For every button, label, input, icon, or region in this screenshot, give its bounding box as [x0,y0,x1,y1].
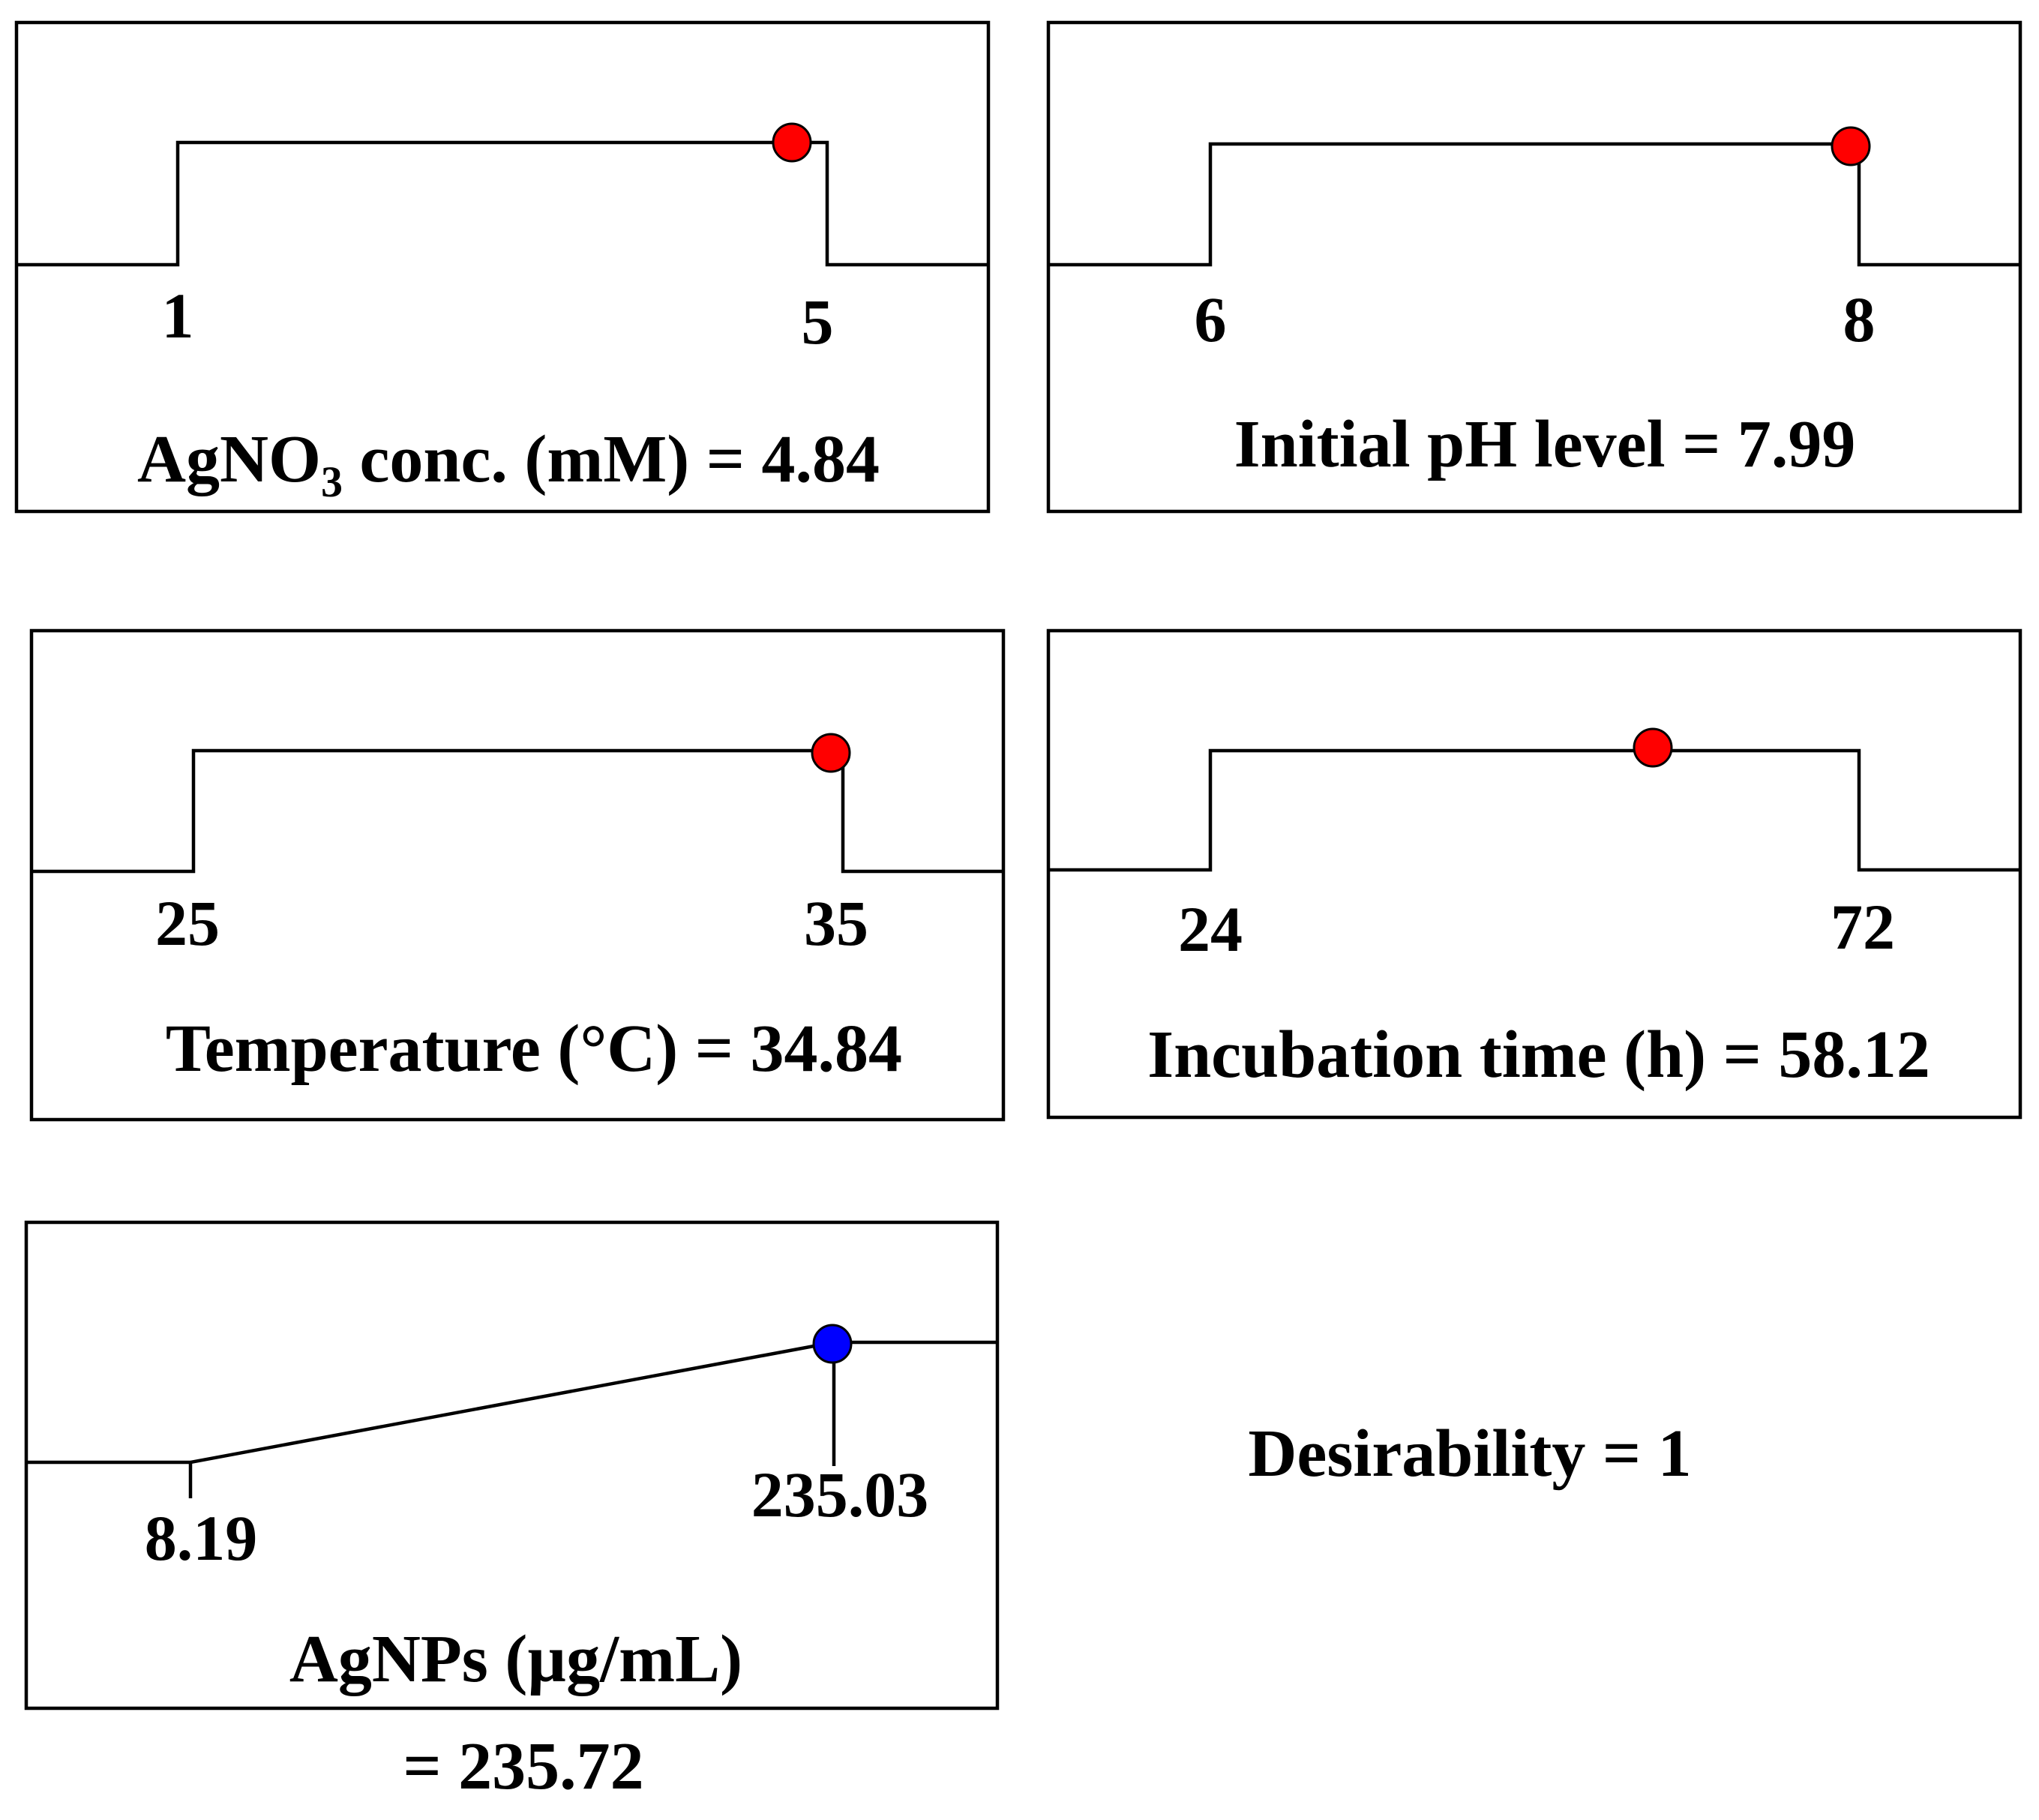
panel-temperature-value-marker [811,733,851,773]
panel-agno3-high-tick: 5 [802,286,834,358]
panel-incubation-low-tick: 24 [1178,893,1243,965]
panel-agnps-title-line1: AgNPs (µg/mL) [289,1622,742,1696]
desirability-label: Desirability = 1 [1248,1417,1691,1491]
panel-agnps-ramp-line [26,1340,997,1465]
panel-agno3-title: AgNO3 conc. (mM) = 4.84 [137,422,880,506]
panel-temperature-title: Temperature (°C) = 34.84 [166,1012,902,1086]
panel-incubation: 24 72 Incubation time (h) = 58.12 [1046,628,2023,1120]
panel-incubation-high-tick: 72 [1831,891,1895,963]
panel-agno3-title-rest: conc. (mM) = 4.84 [343,422,880,496]
panel-ph-title: Initial pH level = 7.99 [1234,407,1856,481]
panel-agno3-low-tick: 1 [162,280,194,352]
panel-incubation-frame [1046,628,2023,1120]
panel-temperature-frame [29,628,1006,1122]
panel-agnps-low-tick: 8.19 [145,1502,258,1574]
panel-agnps: 8.19 235.03 AgNPs (µg/mL) = 235.72 [24,1220,1000,1804]
panel-agnps-frame [24,1220,1000,1711]
panel-incubation-value-marker [1633,727,1673,768]
panel-agno3-value-marker [772,122,812,163]
panel-ph-frame [1046,20,2023,514]
panel-ph-ramp-line [1048,142,2020,267]
panel-agno3-ramp-line [16,140,988,267]
panel-agnps-value-marker [812,1324,853,1364]
panel-agnps-title-line2: = 235.72 [403,1729,643,1804]
panel-temperature: 25 35 Temperature (°C) = 34.84 [29,628,1006,1122]
panel-agnps-high-tick: 235.03 [751,1459,929,1531]
panel-incubation-ramp-line [1048,748,2020,872]
panel-temperature-low-tick: 25 [155,887,220,959]
panel-ph-high-tick: 8 [1843,283,1876,355]
panel-ph: 6 8 Initial pH level = 7.99 [1046,20,2023,514]
panel-ph-value-marker [1831,126,1871,166]
panel-ph-low-tick: 6 [1195,283,1227,355]
panel-agno3: 1 5 AgNO3 conc. (mM) = 4.84 [14,20,991,514]
panel-agno3-title-subscript: 3 [321,457,343,506]
panel-temperature-ramp-line [31,748,1003,874]
panel-incubation-title: Incubation time (h) = 58.12 [1147,1018,1930,1092]
panel-agno3-frame [14,20,991,514]
panel-agno3-title-main: AgNO [137,422,321,496]
panel-temperature-high-tick: 35 [804,887,868,959]
